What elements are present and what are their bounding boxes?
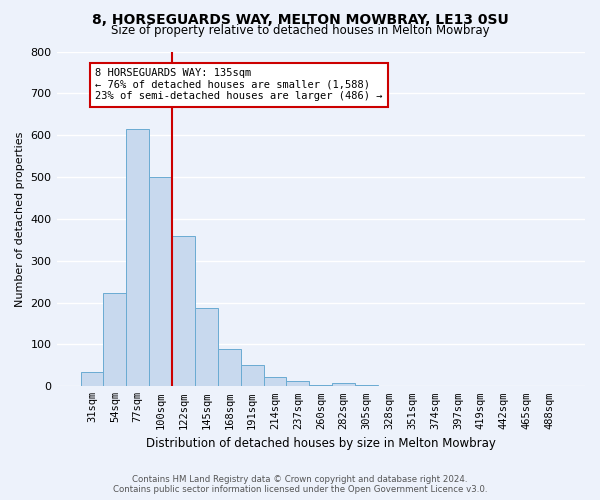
Y-axis label: Number of detached properties: Number of detached properties — [15, 131, 25, 306]
Bar — [310, 385, 332, 386]
Bar — [149, 177, 172, 386]
Bar — [127, 129, 149, 386]
Bar — [241, 366, 263, 386]
Bar — [286, 381, 310, 386]
Text: Size of property relative to detached houses in Melton Mowbray: Size of property relative to detached ho… — [110, 24, 490, 37]
Bar — [332, 383, 355, 386]
Bar — [80, 372, 103, 386]
Text: 8 HORSEGUARDS WAY: 135sqm
← 76% of detached houses are smaller (1,588)
23% of se: 8 HORSEGUARDS WAY: 135sqm ← 76% of detac… — [95, 68, 383, 102]
Text: Contains HM Land Registry data © Crown copyright and database right 2024.
Contai: Contains HM Land Registry data © Crown c… — [113, 474, 487, 494]
Bar — [195, 308, 218, 386]
Bar — [103, 294, 127, 386]
Bar — [172, 236, 195, 386]
Bar — [263, 377, 286, 386]
Text: 8, HORSEGUARDS WAY, MELTON MOWBRAY, LE13 0SU: 8, HORSEGUARDS WAY, MELTON MOWBRAY, LE13… — [92, 12, 508, 26]
Bar — [355, 385, 378, 386]
X-axis label: Distribution of detached houses by size in Melton Mowbray: Distribution of detached houses by size … — [146, 437, 496, 450]
Bar — [218, 350, 241, 387]
